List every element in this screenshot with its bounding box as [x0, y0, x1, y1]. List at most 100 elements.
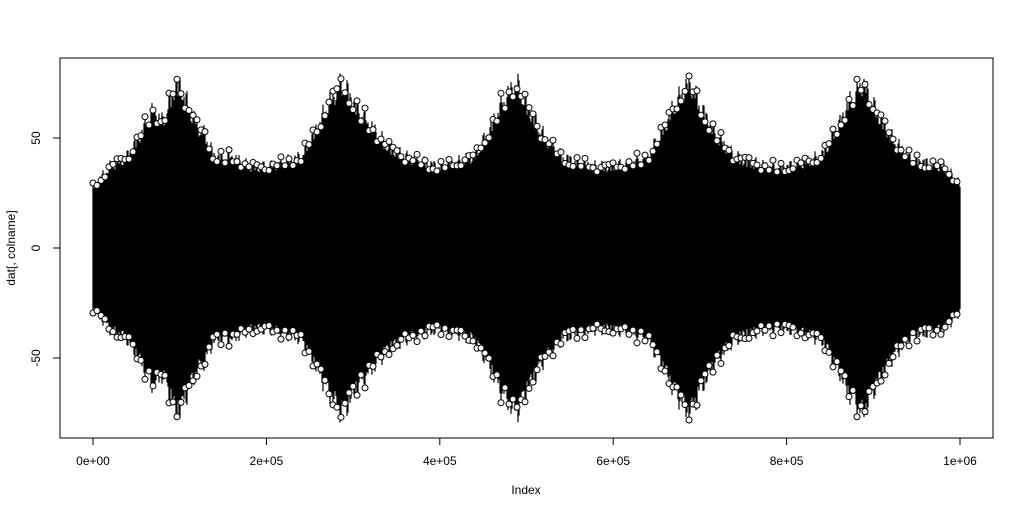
data-point — [477, 144, 485, 152]
data-point — [201, 360, 209, 368]
data-point — [493, 117, 501, 125]
data-point — [297, 331, 305, 339]
data-point — [177, 90, 185, 98]
data-point — [905, 146, 913, 154]
data-point — [361, 384, 369, 392]
x-tick-label: 0e+00 — [76, 454, 110, 468]
data-point — [593, 168, 601, 176]
data-point — [221, 159, 229, 167]
data-point — [725, 146, 733, 154]
data-point — [885, 359, 893, 367]
data-point — [621, 323, 629, 331]
data-point — [185, 381, 193, 389]
data-point — [865, 101, 873, 109]
data-point — [401, 158, 409, 166]
data-point — [933, 162, 941, 170]
data-point — [829, 125, 837, 133]
data-point — [889, 353, 897, 361]
x-tick-label: 2e+05 — [250, 454, 284, 468]
data-point — [889, 135, 897, 143]
data-point — [245, 325, 253, 333]
data-point — [885, 129, 893, 137]
data-point — [937, 158, 945, 166]
data-point — [925, 324, 933, 332]
data-point — [937, 330, 945, 338]
data-point — [797, 159, 805, 167]
data-point — [221, 329, 229, 337]
data-point — [573, 334, 581, 342]
data-point — [353, 97, 361, 105]
data-point — [137, 132, 145, 140]
data-point — [285, 155, 293, 163]
data-point — [797, 329, 805, 337]
data-point — [409, 331, 417, 339]
data-point — [505, 88, 513, 96]
data-point — [413, 150, 421, 158]
data-point — [109, 328, 117, 336]
data-point — [677, 391, 685, 399]
data-point — [525, 104, 533, 112]
y-axis: -50 0 50 — [29, 131, 61, 367]
data-point — [661, 121, 669, 129]
data-point — [813, 329, 821, 337]
data-point — [693, 87, 701, 95]
data-point — [189, 111, 197, 119]
data-point — [485, 134, 493, 142]
data-point — [865, 387, 873, 395]
data-point — [333, 403, 341, 411]
data-point — [701, 118, 709, 126]
data-point — [761, 162, 769, 170]
data-point — [569, 162, 577, 170]
data-point — [633, 339, 641, 347]
data-point — [509, 395, 517, 403]
data-point — [641, 151, 649, 159]
data-point — [541, 352, 549, 360]
data-point — [769, 156, 777, 164]
data-point — [321, 112, 329, 120]
data-point — [145, 121, 153, 129]
data-point — [933, 326, 941, 334]
data-point — [169, 398, 177, 406]
data-point — [765, 322, 773, 330]
data-point — [481, 139, 489, 147]
data-point — [213, 330, 221, 338]
data-point — [909, 329, 917, 337]
data-point — [505, 400, 513, 408]
data-point — [557, 340, 565, 348]
data-point — [345, 99, 353, 107]
data-point — [109, 160, 117, 168]
data-point — [589, 324, 597, 332]
data-point — [645, 332, 653, 340]
data-point — [401, 330, 409, 338]
data-point — [233, 158, 241, 166]
data-point — [857, 402, 865, 410]
data-point — [765, 166, 773, 174]
data-point — [837, 367, 845, 375]
data-point-mass — [92, 73, 961, 423]
data-point — [433, 321, 441, 329]
data-point — [757, 322, 765, 330]
data-point — [825, 140, 833, 148]
data-point — [281, 162, 289, 170]
data-point — [305, 141, 313, 149]
data-point — [441, 164, 449, 172]
data-point — [421, 156, 429, 164]
data-point — [529, 110, 537, 118]
data-point — [501, 104, 509, 112]
data-point — [897, 146, 905, 154]
data-point — [773, 320, 781, 328]
data-point — [697, 377, 705, 385]
data-point — [177, 398, 185, 406]
data-point — [653, 140, 661, 148]
data-point — [385, 350, 393, 358]
data-point — [393, 147, 401, 155]
data-point — [417, 327, 425, 335]
data-point — [697, 111, 705, 119]
data-point — [849, 386, 857, 394]
data-point — [845, 393, 853, 401]
data-point — [945, 170, 953, 178]
data-point — [321, 376, 329, 384]
data-point — [841, 116, 849, 124]
data-point — [341, 399, 349, 407]
data-point — [289, 327, 297, 335]
